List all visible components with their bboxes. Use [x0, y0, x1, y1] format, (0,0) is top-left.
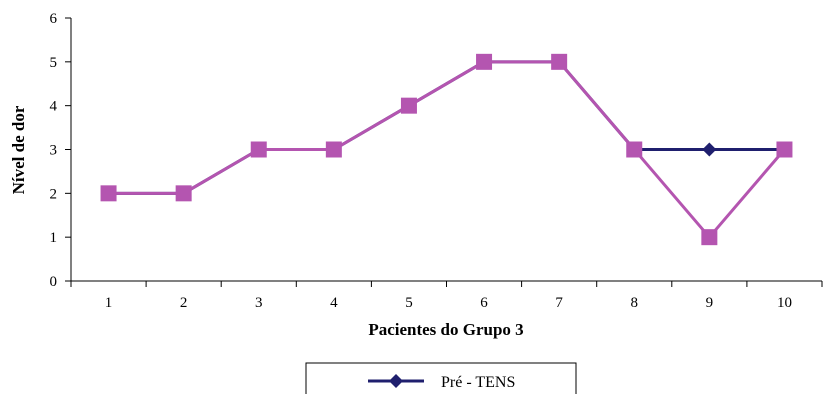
x-tick-label: 3	[255, 295, 263, 311]
series-2-point	[400, 97, 417, 114]
legend-diamond-marker	[389, 374, 403, 388]
legend-box	[305, 362, 577, 394]
series-1-point	[702, 142, 717, 157]
series-2-point	[250, 141, 267, 158]
x-tick-label: 6	[480, 295, 488, 311]
y-tick-label: 5	[50, 55, 58, 71]
y-tick-label: 2	[50, 186, 58, 202]
x-ticks: 1 2 3 4 5 6 7 8 9 10	[70, 281, 823, 311]
series-2-point	[325, 141, 342, 158]
series-line-2	[108, 60, 786, 239]
x-tick-label: 8	[631, 295, 639, 311]
legend-label: Pré - TENS	[441, 374, 515, 391]
series-2-point	[776, 141, 793, 158]
series-line-1	[108, 60, 785, 195]
y-ticks: 0 1 2 3 4 5 6	[50, 11, 71, 290]
x-tick-label: 1	[105, 295, 113, 311]
x-tick-label: 2	[180, 295, 188, 311]
series-2-point	[476, 53, 493, 70]
x-tick-label: 7	[555, 295, 563, 311]
x-tick-label: 9	[706, 295, 714, 311]
y-tick-label: 3	[50, 143, 58, 159]
series-2-point	[100, 185, 117, 202]
series-2-point	[701, 229, 718, 246]
series-group	[100, 53, 793, 246]
x-axis-title: Pacientes do Grupo 3	[368, 320, 523, 339]
series-2-point	[175, 185, 192, 202]
y-tick-label: 1	[50, 230, 58, 246]
x-tick-label: 10	[777, 295, 792, 311]
y-tick-label: 0	[50, 274, 58, 290]
x-tick-label: 4	[330, 295, 338, 311]
x-tick-label: 5	[405, 295, 413, 311]
y-tick-label: 4	[50, 99, 58, 115]
legend: Pré - TENS	[305, 362, 577, 394]
y-tick-label: 6	[50, 11, 58, 27]
y-axis-title: Nível de dor	[9, 105, 28, 194]
series-2-point	[551, 53, 568, 70]
series-2-point	[626, 141, 643, 158]
